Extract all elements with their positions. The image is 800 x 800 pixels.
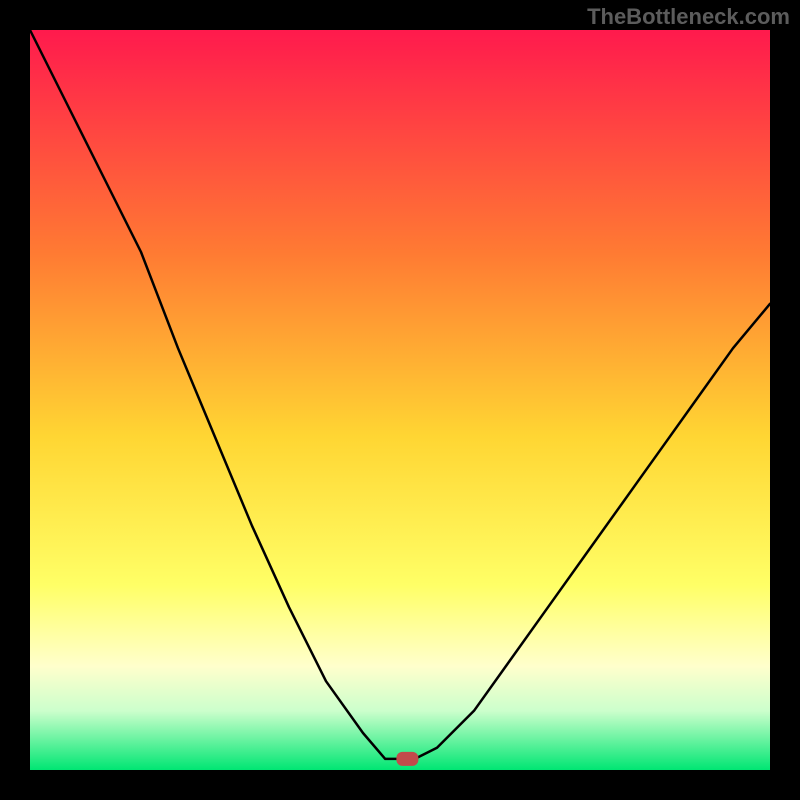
watermark-text: TheBottleneck.com: [587, 4, 790, 30]
chart-container: TheBottleneck.com: [0, 0, 800, 800]
plot-background: [30, 30, 770, 770]
optimum-marker: [396, 752, 418, 766]
bottleneck-chart: [0, 0, 800, 800]
